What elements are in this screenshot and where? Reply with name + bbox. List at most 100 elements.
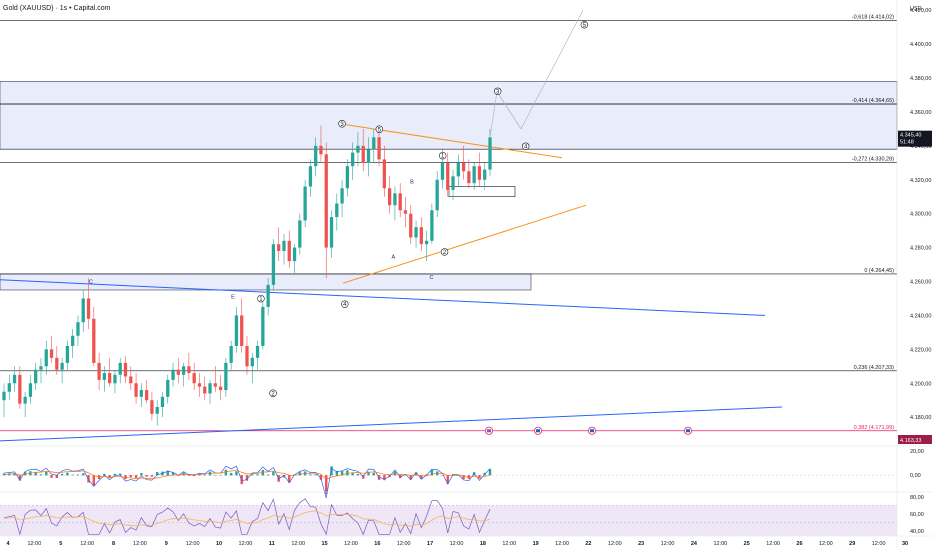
candle-body [92,318,96,363]
macd-histogram-bar [325,475,328,495]
wave-label: 1 [441,154,445,160]
macd-histogram-bar [198,474,201,476]
candle-body [28,383,33,397]
candle-body [208,383,212,394]
candle-body [18,374,22,404]
time-tick: 12:00 [819,541,833,547]
candle-body [197,383,202,387]
candle-body [403,210,408,214]
price-tick: 4.200,00 [910,381,931,387]
macd-histogram-bar [82,473,85,476]
wave-label: 5 [583,23,587,29]
time-tick: 12:00 [80,541,94,547]
macd-signal-line [3,469,491,480]
candle-body [340,188,344,204]
candle-body [224,362,228,391]
flag-icon [487,429,491,433]
macd-histogram-bar [23,472,27,476]
candle-body [118,362,122,375]
time-tick: 16 [374,541,380,547]
macd-histogram-bar [55,475,59,479]
time-tick: 11 [269,541,275,547]
candle-body [351,152,355,167]
wave-label: C [430,275,434,281]
time-tick: 12:00 [608,541,622,547]
candle-body [308,166,313,187]
macd-histogram-bar [356,473,360,476]
fib-label: 0,236 (4.207,33) [854,365,895,371]
macd-histogram-bar [134,475,138,478]
candle-body [65,345,70,363]
time-tick: 15 [322,541,328,547]
macd-histogram-bar [266,474,270,476]
candle-body [461,162,466,172]
candle-body [240,315,244,346]
macd-histogram-bar [256,474,259,476]
time-tick: 19 [533,541,539,547]
candle-body [483,169,487,180]
time-tick: 12:00 [186,541,200,547]
macd-histogram-bar [103,473,106,476]
macd-histogram-bar [240,475,243,485]
macd-histogram-bar [367,471,370,476]
wave-circle [338,120,346,128]
price-tick: 4.360,00 [910,110,931,116]
candle-body [245,345,249,367]
candle-body [113,374,117,384]
macd-histogram-bar [420,475,423,479]
macd-histogram-bar [113,473,117,476]
wave-circle [341,300,349,308]
macd-histogram-bar [13,473,16,476]
red-level-badge [898,435,932,444]
candle-body [71,335,75,346]
candle-body [271,244,276,285]
economic-events[interactable] [484,426,693,435]
candle-body [176,369,180,375]
macd-histogram-bar [272,471,275,476]
candle-body [123,362,128,377]
macd-histogram-bar [203,474,206,476]
macd-histogram-bar [414,472,418,476]
macd-line [3,465,491,499]
price-tick: 4.220,00 [910,347,931,353]
rsi-pane: 80,00 60,00 40,00 [0,495,924,536]
price-tick: 4.240,00 [910,313,931,319]
macd-histogram-bar [92,475,96,486]
macd-histogram-bar [171,472,175,476]
macd-histogram-bar [140,473,143,476]
candle-body [261,306,265,346]
rsi-line [3,498,491,536]
candle-body [366,149,371,163]
candle-body [23,396,27,404]
price-tick: 4.340,00 [910,144,931,150]
time-tick: 12:00 [661,541,675,547]
time-tick: 29 [849,541,855,547]
macd-histogram-bar [330,466,333,476]
macd-histogram-bar [155,471,159,476]
price-tick: 4.400,00 [910,42,931,48]
price-axis[interactable]: 4.420,00 4.400,00 4.380,00 4.360,00 4.340,00… [910,8,931,421]
wave-circle [521,142,530,151]
candle-body [150,400,154,414]
zone-2 [0,103,898,150]
wave-circle [375,125,384,133]
macd-histogram-bar [108,475,111,478]
wave-circle [439,151,447,160]
candle-body [345,166,350,189]
candle-body [440,162,445,180]
time-axis[interactable]: 4 12:00 5 12:00 8 12:00 9 12:00 10 12:00 11 12:00 15… [6,541,908,547]
time-tick: 25 [744,541,750,547]
last-price-badge [898,130,932,147]
last-price-timer: 51:48 [900,140,914,146]
candle-body [102,373,107,380]
macd-histogram-bar [346,470,349,476]
price-tick: 4.280,00 [910,246,931,252]
macd-histogram-bar [34,471,37,476]
candle-body [477,166,482,180]
price-tick: 4.180,00 [910,415,931,421]
time-tick: 4 [6,541,10,547]
zone-3 [0,273,532,291]
candle-body [7,383,11,392]
candle-body [181,366,186,375]
